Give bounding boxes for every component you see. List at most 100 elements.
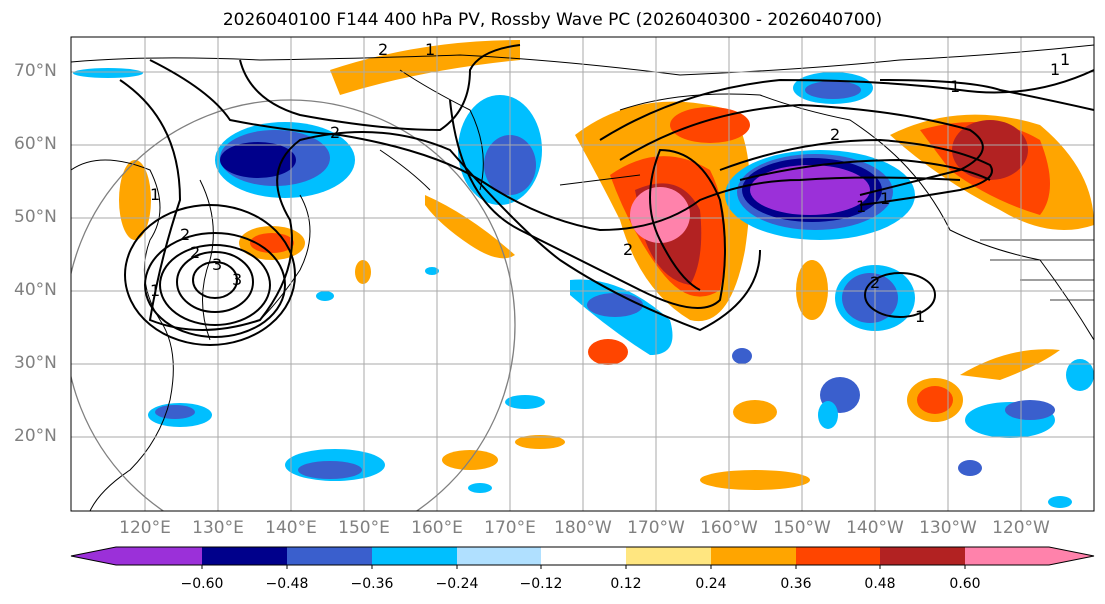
colorbar-tick-label: −0.36 xyxy=(350,576,394,592)
pv-contours xyxy=(119,44,1094,346)
colorbar-segment xyxy=(880,547,965,565)
shade-blob xyxy=(155,405,195,419)
shade-blob xyxy=(750,165,870,215)
contour-label: 2 xyxy=(870,273,880,292)
shade-blob xyxy=(732,348,752,364)
contour-label: 1 xyxy=(1060,50,1070,69)
colorbar-segment xyxy=(372,547,457,565)
contour-line xyxy=(192,261,238,299)
shade-blob xyxy=(220,142,296,178)
contour-label: 1 xyxy=(150,281,160,300)
shade-blob xyxy=(73,68,143,78)
coastline xyxy=(379,149,431,191)
coastline xyxy=(71,44,1094,76)
contour-line xyxy=(144,232,286,338)
colorbar-tick-label: −0.48 xyxy=(265,576,309,592)
colorbar-segment xyxy=(116,547,202,565)
coastline xyxy=(259,194,311,321)
contour-line xyxy=(599,69,1094,141)
shade-blob xyxy=(630,187,690,243)
colorbar-tick-label: −0.24 xyxy=(435,576,479,592)
contour-label: 1 xyxy=(880,189,890,208)
map-plot-area: 1 2 2 2 3 3 2 1 2 2 1 1 1 1 2 1 1 1 xyxy=(71,37,1094,511)
shade-blob xyxy=(733,400,777,424)
colorbar xyxy=(70,546,1095,569)
coastline xyxy=(199,179,214,341)
contour-line xyxy=(124,204,296,346)
shade-blob xyxy=(1066,359,1094,391)
lon-label: 130°W xyxy=(919,518,977,538)
colorbar-segment xyxy=(202,547,287,565)
contour-labels: 1 2 2 2 3 3 2 1 2 2 1 1 1 1 2 1 1 1 xyxy=(150,40,1070,326)
colorbar-tick-label: 0.60 xyxy=(949,576,981,592)
plot-frame xyxy=(70,36,1095,512)
contour-label: 3 xyxy=(212,255,222,274)
shade-blob xyxy=(1048,496,1072,508)
contour-line xyxy=(239,44,521,132)
lon-label: 170°W xyxy=(627,518,685,538)
shade-blob xyxy=(796,260,828,320)
contour-line xyxy=(159,244,271,326)
colorbar-ticks xyxy=(201,565,966,569)
contour-label: 2 xyxy=(378,40,388,59)
shade-blob xyxy=(425,195,515,259)
shade-blob xyxy=(587,293,643,317)
contour-label: 1 xyxy=(856,197,866,216)
contour-line xyxy=(879,79,1094,111)
contour-label: 2 xyxy=(623,240,633,259)
shade-blob xyxy=(952,120,1028,180)
lat-label: 60°N xyxy=(14,134,57,154)
colorbar-extend-low xyxy=(71,547,116,565)
contour-label: 3 xyxy=(232,270,242,289)
shade-blob xyxy=(588,339,628,365)
contour-label: 2 xyxy=(830,125,840,144)
contour-line xyxy=(719,138,993,206)
colorbar-segment xyxy=(711,547,796,565)
shade-blob xyxy=(119,160,151,240)
contour-line xyxy=(176,251,254,313)
contour-line xyxy=(119,79,761,332)
shade-blob xyxy=(515,435,565,449)
lat-label: 30°N xyxy=(14,353,57,373)
shade-blob xyxy=(960,349,1060,380)
shade-blob xyxy=(818,401,838,429)
shade-blob xyxy=(468,483,492,493)
colorbar-tick-label: 0.12 xyxy=(610,576,642,592)
lon-label: 140°W xyxy=(846,518,904,538)
coastline xyxy=(399,69,484,191)
shade-blob xyxy=(670,107,750,143)
shade-blob xyxy=(1005,400,1055,420)
colorbar-tick-label: 0.24 xyxy=(695,576,727,592)
contour-line xyxy=(619,103,984,196)
lon-label: 150°W xyxy=(773,518,831,538)
contour-line xyxy=(739,158,991,181)
shade-blob xyxy=(316,291,334,301)
shade-blob xyxy=(700,470,810,490)
lat-label: 20°N xyxy=(14,426,57,446)
colorbar-tick-label: −0.12 xyxy=(519,576,563,592)
contour-label: 1 xyxy=(915,307,925,326)
lon-label: 140°E xyxy=(265,518,317,538)
contour-label: 2 xyxy=(180,225,190,244)
lat-label: 50°N xyxy=(14,207,57,227)
shade-blob xyxy=(805,81,861,99)
colorbar-tick-label: 0.36 xyxy=(780,576,812,592)
colorbar-segment xyxy=(287,547,372,565)
shade-blob xyxy=(330,40,520,95)
colorbar-segment xyxy=(796,547,880,565)
coastline xyxy=(71,159,174,511)
contour-line xyxy=(449,99,726,309)
shade-blob xyxy=(355,260,371,284)
colorbar-segment xyxy=(626,547,711,565)
contour-label: 2 xyxy=(330,123,340,142)
coastline xyxy=(559,174,641,186)
contour-label: 2 xyxy=(190,243,200,262)
state-borders xyxy=(980,239,1094,301)
shade-blob xyxy=(958,460,982,476)
lon-label: 160°W xyxy=(700,518,758,538)
lon-label: 120°E xyxy=(119,518,171,538)
colorbar-tick-label: 0.48 xyxy=(864,576,896,592)
colorbar-segment xyxy=(965,547,1049,565)
lon-label: 120°W xyxy=(992,518,1050,538)
